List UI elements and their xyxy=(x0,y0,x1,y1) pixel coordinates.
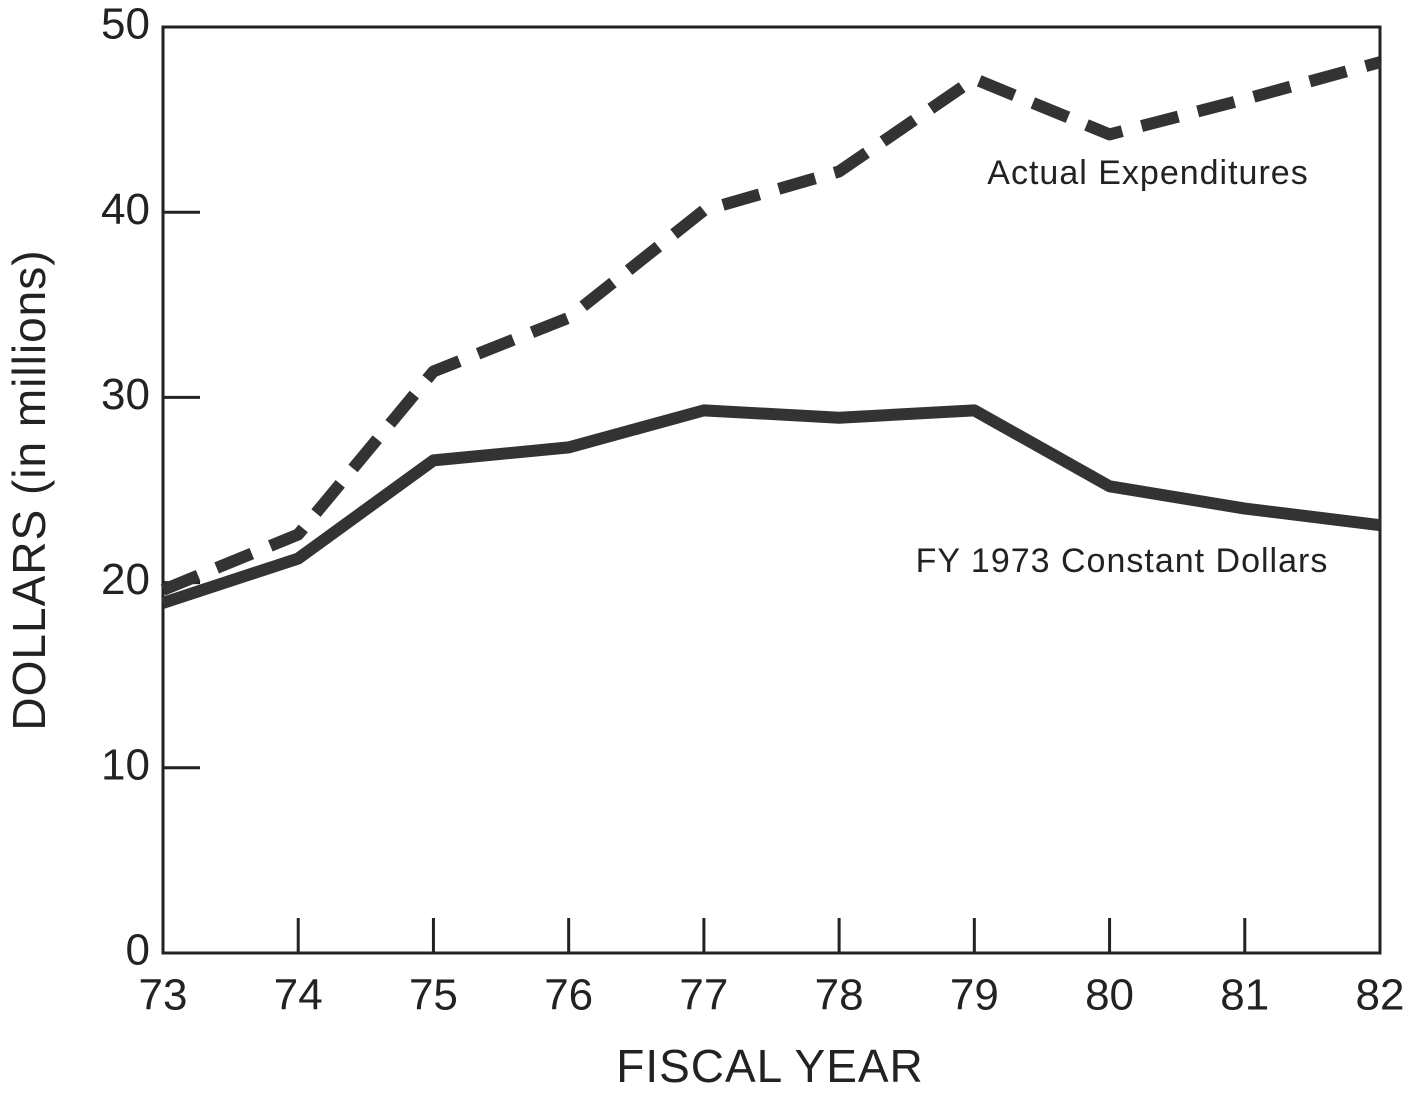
y-tick-label: 50 xyxy=(101,0,150,49)
y-tick-label: 10 xyxy=(101,740,150,789)
y-tick-label: 30 xyxy=(101,370,150,419)
y-axis-title: DOLLARS (in millions) xyxy=(3,249,55,730)
x-tick-label: 75 xyxy=(409,971,458,1020)
series-line xyxy=(161,404,1381,609)
x-tick-label: 82 xyxy=(1356,971,1405,1020)
x-tick-label: 78 xyxy=(815,971,864,1020)
x-tick-label: 79 xyxy=(950,971,999,1020)
y-tick-label: 40 xyxy=(101,185,150,234)
series-line xyxy=(160,56,1382,596)
x-tick-label: 81 xyxy=(1220,971,1269,1020)
x-axis-title: FISCAL YEAR xyxy=(616,1040,924,1092)
x-tick-label: 76 xyxy=(544,971,593,1020)
x-tick-label: 73 xyxy=(139,971,188,1020)
x-tick-label: 77 xyxy=(679,971,728,1020)
series-label: FY 1973 Constant Dollars xyxy=(916,542,1329,580)
plot-frame xyxy=(161,25,1382,955)
y-tick-label: 20 xyxy=(101,555,150,604)
x-tick-label: 80 xyxy=(1085,971,1134,1020)
y-tick-label: 0 xyxy=(126,926,150,975)
x-tick-label: 74 xyxy=(274,971,323,1020)
series-label: Actual Expenditures xyxy=(987,154,1308,192)
